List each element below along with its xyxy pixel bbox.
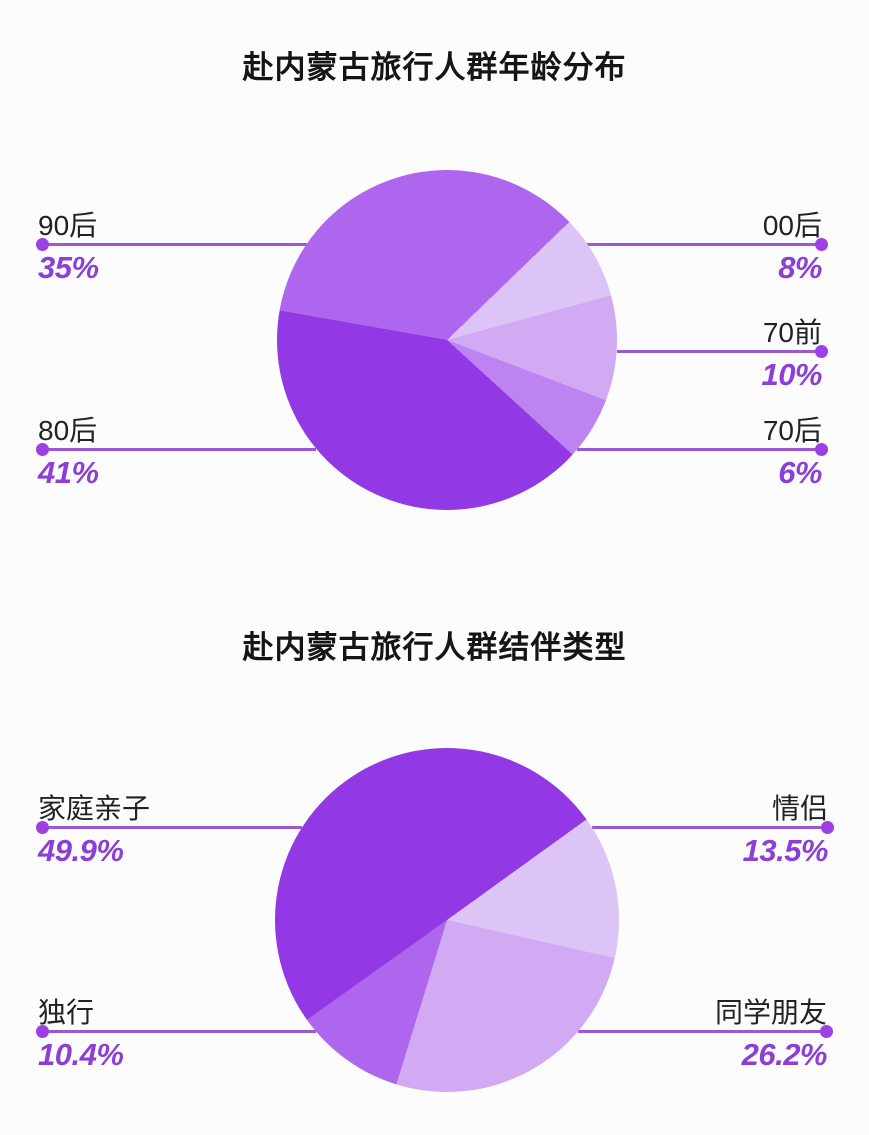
- callout-80hou: 80后 41%: [36, 414, 316, 494]
- leader-dot-icon: [820, 1025, 833, 1038]
- slice-value: 26.2%: [741, 1037, 828, 1072]
- slice-label: 家庭亲子: [38, 793, 151, 824]
- leader-dot-icon: [821, 821, 834, 834]
- slice-label: 独行: [38, 997, 95, 1028]
- slice-label: 70后: [762, 415, 822, 446]
- slice-label: 情侣: [771, 793, 828, 824]
- pie-chart-age-distribution: [277, 170, 617, 510]
- callout-70qian: 70前 10%: [617, 316, 828, 396]
- slice-label: 00后: [762, 210, 822, 241]
- leader-dot-icon: [36, 443, 49, 456]
- chart1-title: 赴内蒙古旅行人群年龄分布: [242, 50, 627, 85]
- leader-dot-icon: [815, 238, 828, 251]
- slice-value: 6%: [778, 455, 822, 490]
- slice-label: 同学朋友: [714, 997, 827, 1028]
- leader-line: [617, 345, 828, 358]
- pie-chart-companion-type: [275, 748, 619, 1092]
- slice-label: 80后: [38, 415, 98, 446]
- leader-line: [578, 1025, 833, 1038]
- slice-label: 70前: [762, 317, 822, 348]
- callout-70hou: 70后 6%: [577, 414, 828, 494]
- callout-friends: 同学朋友 26.2%: [578, 996, 833, 1076]
- leader-dot-icon: [36, 238, 49, 251]
- leader-dot-icon: [815, 443, 828, 456]
- slice-value: 35%: [38, 250, 99, 285]
- slice-value: 10.4%: [38, 1037, 124, 1072]
- slice-value: 8%: [778, 250, 822, 285]
- callout-couple: 情侣 13.5%: [592, 792, 834, 872]
- callout-family: 家庭亲子 49.9%: [36, 792, 302, 872]
- slice-label: 90后: [38, 210, 98, 241]
- leader-line: [592, 821, 834, 834]
- callout-00hou: 00后 8%: [587, 209, 828, 289]
- leader-line: [36, 821, 302, 834]
- leader-dot-icon: [36, 1025, 49, 1038]
- slice-value: 49.9%: [38, 833, 124, 868]
- chart2-title: 赴内蒙古旅行人群结伴类型: [242, 630, 627, 665]
- slice-value: 41%: [38, 455, 99, 490]
- callout-solo: 独行 10.4%: [36, 996, 316, 1076]
- leader-line: [587, 238, 828, 251]
- leader-dot-icon: [36, 821, 49, 834]
- slice-value: 10%: [761, 357, 822, 392]
- callout-90hou: 90后 35%: [36, 209, 307, 289]
- leader-dot-icon: [815, 345, 828, 358]
- leader-line: [36, 443, 316, 456]
- leader-line: [577, 443, 828, 456]
- slice-value: 13.5%: [742, 833, 829, 868]
- leader-line: [36, 238, 307, 251]
- leader-line: [36, 1025, 316, 1038]
